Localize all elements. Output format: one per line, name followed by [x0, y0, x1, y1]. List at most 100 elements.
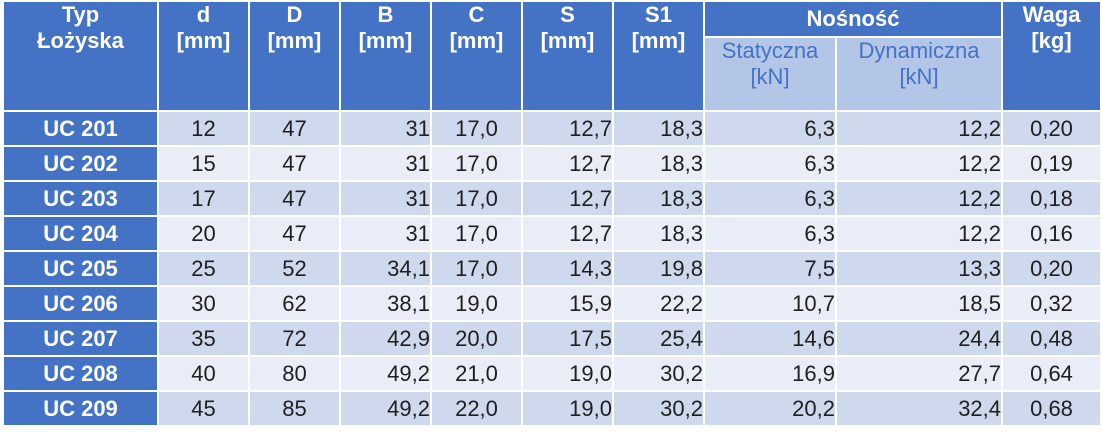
cell-d: 12 [157, 110, 250, 147]
cell-statyczna: 10,7 [703, 285, 837, 322]
cell-S: 12,7 [521, 215, 614, 252]
cell-statyczna: 6,3 [703, 110, 837, 147]
cell-d: 17 [157, 180, 250, 217]
table-row: UC 208 40 80 49,2 21,0 19,0 30,2 16,9 27,7 0,64 [2, 355, 1102, 392]
cell-waga: 0,32 [1001, 285, 1102, 322]
cell-statyczna: 20,2 [703, 390, 837, 427]
cell-S1: 30,2 [612, 390, 705, 427]
table-body: UC 201 12 47 31 17,0 12,7 18,3 6,3 12,2 0,20 UC 20… [2, 110, 1102, 427]
table-row: UC 206 30 62 38,1 19,0 15,9 22,2 10,7 18,5 0,32 [2, 285, 1102, 322]
cell-waga: 0,18 [1001, 180, 1102, 217]
cell-waga: 0,48 [1001, 320, 1102, 357]
table-row: UC 201 12 47 31 17,0 12,7 18,3 6,3 12,2 0,20 [2, 110, 1102, 147]
cell-B: 31 [339, 110, 432, 147]
cell-S1: 18,3 [612, 145, 705, 182]
cell-B: 31 [339, 215, 432, 252]
cell-typ: UC 205 [2, 250, 159, 287]
cell-statyczna: 6,3 [703, 180, 837, 217]
header-nosnosc: Nośność [702, 0, 1004, 38]
cell-B: 38,1 [339, 285, 432, 322]
cell-waga: 0,19 [1001, 145, 1102, 182]
cell-S1: 19,8 [612, 250, 705, 287]
cell-S1: 22,2 [612, 285, 705, 322]
cell-d: 45 [157, 390, 250, 427]
cell-C: 17,0 [430, 180, 523, 217]
header-dynamiczna: Dynamiczna [kN] [834, 36, 1004, 112]
cell-statyczna: 6,3 [703, 145, 837, 182]
cell-S1: 18,3 [612, 110, 705, 147]
cell-S: 17,5 [521, 320, 614, 357]
header-waga: Waga [kg] [1001, 0, 1102, 112]
cell-S: 19,0 [521, 390, 614, 427]
header-C: C [mm] [430, 0, 523, 112]
table-header: Typ Łożyska d [mm] D [mm] B [mm] C [mm] … [2, 0, 1102, 112]
cell-D: 47 [248, 110, 341, 147]
header-row-top: Typ Łożyska d [mm] D [mm] B [mm] C [mm] … [2, 0, 1102, 112]
cell-C: 19,0 [430, 285, 523, 322]
header-S1: S1 [mm] [612, 0, 705, 112]
cell-C: 17,0 [430, 215, 523, 252]
cell-waga: 0,64 [1001, 355, 1102, 392]
cell-typ: UC 206 [2, 285, 159, 322]
cell-typ: UC 208 [2, 355, 159, 392]
cell-D: 62 [248, 285, 341, 322]
cell-statyczna: 16,9 [703, 355, 837, 392]
cell-C: 17,0 [430, 110, 523, 147]
header-D: D [mm] [248, 0, 341, 112]
cell-statyczna: 6,3 [703, 215, 837, 252]
cell-waga: 0,68 [1001, 390, 1102, 427]
cell-dynamiczna: 12,2 [834, 110, 1004, 147]
cell-D: 72 [248, 320, 341, 357]
cell-dynamiczna: 24,4 [834, 320, 1004, 357]
table-row: UC 204 20 47 31 17,0 12,7 18,3 6,3 12,2 0,16 [2, 215, 1102, 252]
cell-d: 25 [157, 250, 250, 287]
cell-B: 34,1 [339, 250, 432, 287]
cell-dynamiczna: 12,2 [834, 145, 1004, 182]
cell-S: 12,7 [521, 180, 614, 217]
header-statyczna: Statyczna [kN] [703, 36, 837, 112]
cell-dynamiczna: 13,3 [834, 250, 1004, 287]
table-row: UC 209 45 85 49,2 22,0 19,0 30,2 20,2 32,4 0,68 [2, 390, 1102, 427]
cell-D: 47 [248, 145, 341, 182]
cell-d: 20 [157, 215, 250, 252]
cell-D: 47 [248, 180, 341, 217]
cell-S: 14,3 [521, 250, 614, 287]
table-row: UC 202 15 47 31 17,0 12,7 18,3 6,3 12,2 0,19 [2, 145, 1102, 182]
cell-typ: UC 203 [2, 180, 159, 217]
cell-dynamiczna: 32,4 [834, 390, 1004, 427]
cell-S: 12,7 [521, 110, 614, 147]
cell-S: 19,0 [521, 355, 614, 392]
cell-typ: UC 202 [2, 145, 159, 182]
cell-waga: 0,20 [1001, 110, 1102, 147]
cell-dynamiczna: 12,2 [834, 215, 1004, 252]
cell-statyczna: 7,5 [703, 250, 837, 287]
cell-dynamiczna: 18,5 [834, 285, 1004, 322]
cell-C: 20,0 [430, 320, 523, 357]
cell-dynamiczna: 27,7 [834, 355, 1004, 392]
header-S: S [mm] [521, 0, 614, 112]
cell-B: 31 [339, 145, 432, 182]
table-row: UC 207 35 72 42,9 20,0 17,5 25,4 14,6 24,4 0,48 [2, 320, 1102, 357]
cell-dynamiczna: 12,2 [834, 180, 1004, 217]
cell-D: 52 [248, 250, 341, 287]
cell-typ: UC 207 [2, 320, 159, 357]
cell-typ: UC 209 [2, 390, 159, 427]
cell-B: 31 [339, 180, 432, 217]
cell-waga: 0,16 [1001, 215, 1102, 252]
cell-S1: 25,4 [612, 320, 705, 357]
table-row: UC 205 25 52 34,1 17,0 14,3 19,8 7,5 13,3 0,20 [2, 250, 1102, 287]
cell-d: 15 [157, 145, 250, 182]
cell-S1: 30,2 [612, 355, 705, 392]
cell-B: 42,9 [339, 320, 432, 357]
header-typ: Typ Łożyska [2, 0, 159, 112]
cell-B: 49,2 [339, 355, 432, 392]
cell-statyczna: 14,6 [703, 320, 837, 357]
cell-C: 17,0 [430, 145, 523, 182]
cell-typ: UC 204 [2, 215, 159, 252]
cell-C: 21,0 [430, 355, 523, 392]
cell-S: 12,7 [521, 145, 614, 182]
header-row-sub: Statyczna [kN] Dynamiczna [kN] [3, 36, 1101, 112]
cell-S1: 18,3 [612, 215, 705, 252]
table-row: UC 203 17 47 31 17,0 12,7 18,3 6,3 12,2 0,18 [2, 180, 1102, 217]
